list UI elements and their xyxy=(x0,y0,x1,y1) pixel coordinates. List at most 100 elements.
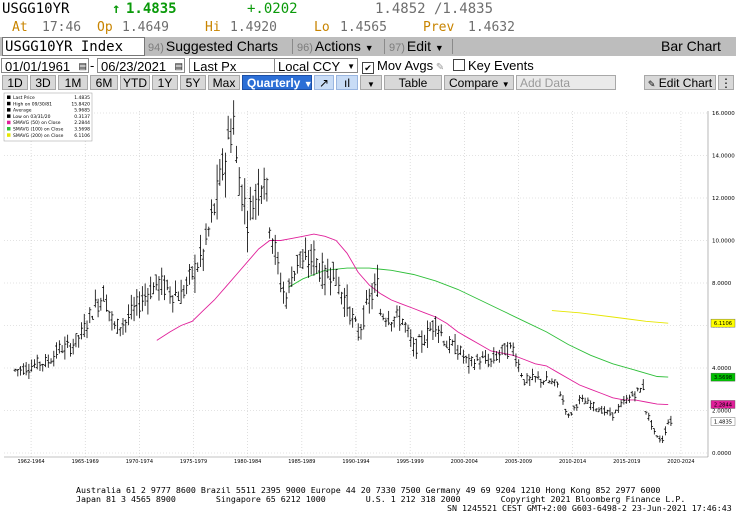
range-1d-button[interactable]: 1D xyxy=(2,75,28,90)
last-value-tag xyxy=(710,400,736,409)
actions-number: 96) xyxy=(297,42,313,54)
mov-avgs-toggle[interactable]: ✔ Mov Avgs ✎ xyxy=(362,58,444,75)
footer: Australia 61 2 9777 8600 Brazil 5511 239… xyxy=(0,486,736,530)
low-label: Lo xyxy=(314,20,330,35)
price-bars-series xyxy=(13,100,673,444)
compare-button[interactable]: Compare ▼ xyxy=(444,75,514,90)
toolbar-divider xyxy=(292,39,293,54)
legend-value: 3.5698 xyxy=(74,127,90,133)
actions-menu[interactable]: 96) Actions ▼ xyxy=(297,37,374,56)
suggested-charts-menu[interactable]: 94) Suggested Charts xyxy=(148,37,278,56)
high-value: 1.4920 xyxy=(230,20,277,35)
range-1y-button[interactable]: 1Y xyxy=(152,75,178,90)
legend-swatch xyxy=(7,127,11,131)
last-time: 17:46 xyxy=(42,20,82,35)
field-select[interactable]: Last Px xyxy=(189,58,277,74)
footer-session-line: SN 1245521 CEST GMT+2:00 G603-6498-2 23-… xyxy=(0,504,736,513)
sma50-line xyxy=(156,233,669,406)
legend-value: 6.1106 xyxy=(74,133,90,139)
toolbar-divider xyxy=(452,39,453,54)
edit-menu[interactable]: 97) Edit ▼ xyxy=(389,37,444,56)
legend-label: Average xyxy=(13,108,32,114)
line-chart-icon: ↗ xyxy=(318,76,330,90)
sma100-series xyxy=(288,267,669,378)
edit-label: Edit xyxy=(406,38,432,54)
bar-style-button[interactable]: ıl xyxy=(336,75,358,90)
checkbox-checked-icon[interactable]: ✔ xyxy=(362,62,374,74)
up-arrow-icon: ↑ xyxy=(112,1,121,17)
x-tick-label: 2020-2024 xyxy=(667,459,694,465)
legend-label: Low on 03/31/20 xyxy=(13,114,51,120)
period-value: Quarterly xyxy=(247,76,301,90)
open-label: Op xyxy=(97,20,113,35)
legend-value: 5.9685 xyxy=(74,108,90,114)
line-style-button[interactable]: ↗ xyxy=(314,75,334,90)
currency-select[interactable]: Local CCY ▼ xyxy=(274,58,358,74)
legend-swatch xyxy=(7,133,11,137)
start-date-input[interactable]: 01/01/1961 ▤ xyxy=(1,58,89,74)
footer-contacts-line2: Japan 81 3 4565 8900 Singapore 65 6212 1… xyxy=(0,495,736,504)
add-data-input[interactable]: Add Data xyxy=(516,75,616,90)
x-tick-label: 2010-2014 xyxy=(559,459,586,465)
low-value: 1.4565 xyxy=(340,20,387,35)
x-tick-label: 2015-2019 xyxy=(613,459,640,465)
legend-value: 0.3137 xyxy=(74,114,90,120)
price-chart[interactable]: 1962-1964 1965-1969 1970-1974 1975-1979 1980… xyxy=(0,91,736,484)
checkbox-icon[interactable] xyxy=(453,59,465,71)
legend-swatch xyxy=(7,95,11,99)
period-select[interactable]: Quarterly ▼ xyxy=(242,75,313,90)
compare-label: Compare xyxy=(449,76,499,90)
end-date-input[interactable]: 06/23/2021 ▤ xyxy=(97,58,185,74)
table-button[interactable]: Table xyxy=(384,75,442,90)
legend-label: SMAVG (100) on Close xyxy=(13,127,64,133)
range-5y-button[interactable]: 5Y xyxy=(180,75,206,90)
caret-down-icon: ▼ xyxy=(367,80,375,89)
last-value-tag xyxy=(710,372,736,382)
legend-box xyxy=(3,92,93,142)
range-3d-button[interactable]: 3D xyxy=(30,75,56,90)
chart-grid xyxy=(4,111,709,458)
range-max-button[interactable]: Max xyxy=(208,75,240,90)
range-ytd-button[interactable]: YTD xyxy=(120,75,150,90)
y-tick-label: 12.0000 xyxy=(712,196,735,202)
x-tick-label: 1962-1964 xyxy=(17,459,44,465)
last-value-text: 6.1106 xyxy=(714,321,732,327)
main-toolbar: USGG10YR Index 94) Suggested Charts 96) Ac… xyxy=(0,37,736,56)
end-date-value: 06/23/2021 xyxy=(101,59,167,74)
open-value: 1.4649 xyxy=(122,20,169,35)
key-events-toggle[interactable]: Key Events xyxy=(453,58,534,73)
edit-chart-label: Edit Chart xyxy=(658,76,713,90)
range-toolbar: 1D 3D 1M 6M YTD 1Y 5Y Max Quarterly ▼ ↗ … xyxy=(0,74,736,91)
style-dropdown-button[interactable]: ▼ xyxy=(360,75,382,90)
suggested-charts-number: 94) xyxy=(148,42,164,54)
calendar-icon[interactable]: ▤ xyxy=(174,61,183,71)
footer-line2-text: Japan 81 3 4565 8900 Singapore 65 6212 1… xyxy=(76,494,686,504)
net-change: +.0202 xyxy=(247,1,298,17)
legend-label: SMAVG (200) on Close xyxy=(13,133,64,139)
more-icon: ⋮ xyxy=(720,76,732,90)
last-value-tag xyxy=(710,417,736,426)
prev-value: 1.4632 xyxy=(468,20,515,35)
sma200-line xyxy=(551,310,669,324)
calendar-icon[interactable]: ▤ xyxy=(78,61,87,71)
x-tick-label: 1965-1969 xyxy=(72,459,99,465)
pencil-icon[interactable]: ✎ xyxy=(433,62,445,73)
range-1m-button[interactable]: 1M xyxy=(58,75,88,90)
last-value-text: 1.4835 xyxy=(714,419,732,425)
y-tick-label: 16.0000 xyxy=(712,111,735,117)
more-options-button[interactable]: ⋮ xyxy=(718,75,734,90)
footer-line1-text: Australia 61 2 9777 8600 Brazil 5511 239… xyxy=(76,485,661,495)
caret-down-icon: ▼ xyxy=(347,62,355,71)
last-price: 1.4835 xyxy=(126,1,177,17)
x-axis-ticks: 1962-1964 1965-1969 1970-1974 1975-1979 1980… xyxy=(17,459,694,465)
caret-down-icon: ▼ xyxy=(364,43,374,53)
security-input[interactable]: USGG10YR Index xyxy=(2,37,145,56)
edit-chart-button[interactable]: ✎ Edit Chart xyxy=(644,75,716,90)
sma200-series xyxy=(551,310,669,324)
currency-value: Local CCY xyxy=(278,59,341,74)
edit-number: 97) xyxy=(389,42,405,54)
y-tick-label: 0.0000 xyxy=(712,451,732,457)
range-6m-button[interactable]: 6M xyxy=(90,75,118,90)
legend-value: 15.8420 xyxy=(71,101,90,107)
x-tick-label: 1975-1979 xyxy=(180,459,207,465)
